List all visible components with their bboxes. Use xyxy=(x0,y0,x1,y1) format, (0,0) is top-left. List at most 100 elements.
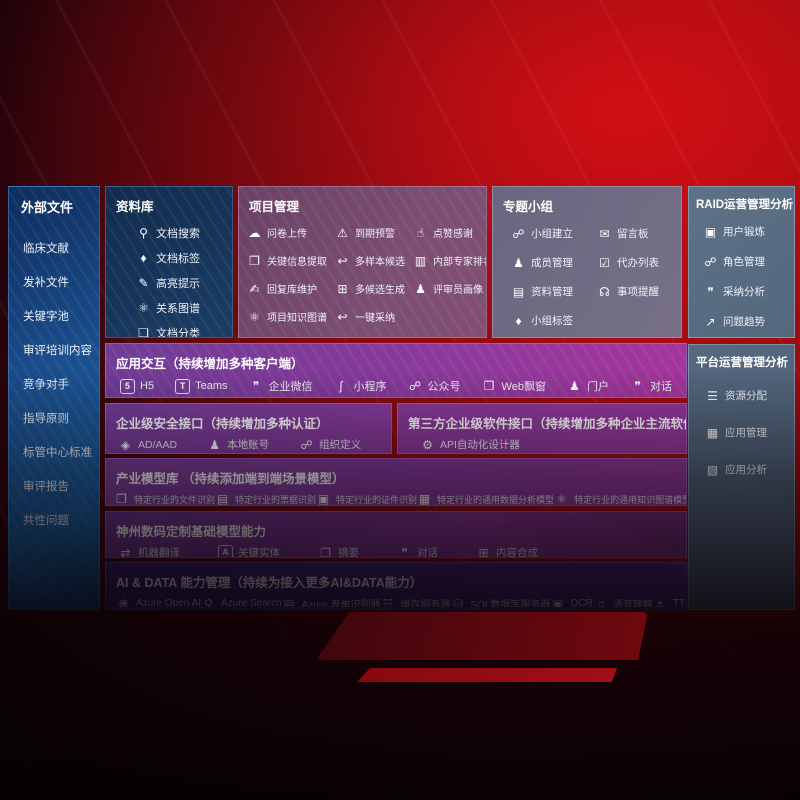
feature-label: 标管中心标准 xyxy=(23,447,92,459)
feature-label: 本地账号 xyxy=(227,439,270,451)
panel-raid-analysis: RAID运营管理分析 ▣ 用户锻炼 ☍ 角色管理 ❞ 采纳分析 ↗ 问题趋势 xyxy=(688,186,795,338)
feature-label: 特定行业的证件识别 xyxy=(336,494,418,505)
cloud-upload-icon: ☁ xyxy=(248,225,261,240)
feature-item: ◈ AD/AAD xyxy=(118,438,177,452)
feature-label: 小组标签 xyxy=(531,315,573,327)
feature-label: 特定行业的通用数据分析模型 xyxy=(437,494,555,505)
chat-qa-icon: ❞ xyxy=(707,284,714,299)
feature-label: 事项提醒 xyxy=(617,286,659,298)
panel-item-list: ☰ 资源分配 ▦ 应用管理 ▧ 应用分析 xyxy=(689,370,794,477)
album-icon: ▤ xyxy=(512,284,525,299)
api-gear-icon: ⚙ xyxy=(422,437,433,452)
feature-label: 门户 xyxy=(586,381,609,393)
panel-industry-models: 产业模型库 （持续添加端到端场景模型） ❐ 特定行业的文件识别 ▤ 特定行业的票据识别… xyxy=(105,458,687,506)
app-chart-icon: ▧ xyxy=(706,462,719,477)
panel-app-interaction: 应用交互（持续增加多种客户端） 5 H5 T Teams ❞ 企业微信 ∫ 小程序 ☍ 公众号 ❐ W… xyxy=(105,343,687,398)
feature-label: 特定行业的票据识别 xyxy=(235,494,317,505)
feature-label: 临床文献 xyxy=(23,243,69,255)
ranking-icon: ▥ xyxy=(414,253,427,268)
entity-shield-icon: A xyxy=(218,545,233,557)
feature-label: 内部专家排名 xyxy=(433,257,487,268)
feature-label: Web飘窗 xyxy=(501,381,546,393)
panel-repository: 资料库 ⚲ 文档搜索 ♦ 文档标签 ✎ 高亮提示 ⚛ 关系图谱 ❏ 文档分类 xyxy=(105,186,233,338)
feature-label: 机器翻译 xyxy=(138,547,180,558)
feature-item: ⚲ 文档搜索 xyxy=(136,225,232,241)
doc-copy-icon: ❏ xyxy=(138,326,149,338)
reply-arrow-icon: ↩ xyxy=(337,253,348,268)
knowledge-graph-icon: ⚛ xyxy=(138,301,149,315)
feature-label: Azure Search xyxy=(221,598,282,609)
azure-search-icon: ⚲ xyxy=(204,596,213,610)
feature-item: ☍ 角色管理 xyxy=(703,254,794,269)
feature-item: ⚛ 特定行业的通用知识图谱模型 xyxy=(554,492,687,505)
feature-label: 高亮提示 xyxy=(156,278,200,290)
feature-item: ↩ 多样本候选 xyxy=(335,253,413,269)
ad-diamond-icon: ◈ xyxy=(120,437,131,452)
people-icon: ☍ xyxy=(512,226,525,241)
feature-label: 评审员画像 xyxy=(433,285,483,296)
feature-item: 发补文件 xyxy=(23,274,99,290)
panel-base-models: 神州数码定制基础模型能力 ⇄ 机器翻译 A 关键实体 ❐ 摘要 ❞ 对话 ⊞ 内容合成 xyxy=(105,511,687,558)
feature-item: ⚠ 到期预警 xyxy=(335,225,413,241)
feature-item: ▤ 资料管理 xyxy=(511,284,597,299)
panel-title: 企业级安全接口（持续增加多种认证） xyxy=(116,417,329,431)
feature-item: ✎ 高亮提示 xyxy=(136,275,232,291)
panel-item-list: 临床文献 发补文件 关键字池 审评培训内容 竞争对手 指导原则 标管中心标准 审评报告 共性问题 xyxy=(9,216,99,528)
feature-item: ❞ 对话 xyxy=(630,378,672,394)
feature-item: ♦ 小组标签 xyxy=(511,313,597,328)
feature-label: 关系图谱 xyxy=(156,303,200,315)
trend-chart-icon: ↗ xyxy=(705,314,716,329)
feature-label: SQL数据库服务器 xyxy=(470,600,551,610)
highlight-pen-icon: ✎ xyxy=(138,276,149,290)
panel-item-list: ❋ Azure Open AI ⚲ Azure Search ▤ Azure 表单识别器 ☷… xyxy=(106,591,686,610)
cache-server-icon: ☷ xyxy=(382,596,394,610)
feature-label: 小组建立 xyxy=(531,228,573,240)
feature-item: ↩ 一键采纳 xyxy=(335,309,413,325)
doc-search-icon: ⚲ xyxy=(139,226,148,240)
tag-icon: ♦ xyxy=(515,313,522,328)
pen-write-icon: ✍ xyxy=(249,281,260,296)
feature-label: 特定行业的文件识别 xyxy=(134,494,216,505)
feature-label: 资料管理 xyxy=(531,286,573,298)
panel-title: 专题小组 xyxy=(503,200,554,214)
feature-item: ☝ 点赞感谢 xyxy=(413,225,486,241)
feature-item: ❞ 采纳分析 xyxy=(703,284,794,299)
feature-item: ✉ 留言板 xyxy=(597,226,681,241)
panel-item-list: ❐ 特定行业的文件识别 ▤ 特定行业的票据识别 ▣ 特定行业的证件识别 ▦ 特定行业的通用数据… xyxy=(106,487,687,505)
monitor-stand-neck xyxy=(316,612,648,660)
feature-item: ♦ 文档标签 xyxy=(136,250,232,266)
id-card-icon: ▣ xyxy=(704,224,717,239)
feature-label: 特定行业的通用知识图谱模型 xyxy=(574,494,687,505)
panel-title: 平台运营管理分析 xyxy=(696,357,788,369)
list-icon: ☰ xyxy=(707,388,718,403)
h5-icon: 5 xyxy=(120,378,135,394)
feature-item: ⚛ 关系图谱 xyxy=(136,300,232,316)
feature-item: ▤ 特定行业的票据识别 xyxy=(215,492,317,505)
feature-item: T Teams xyxy=(175,378,227,394)
panel-third-party-interface: 第三方企业级软件接口（持续增加多种企业主流软件接口） ⚙ API自动化设计器 xyxy=(397,403,687,454)
translate-icon: ⇄ xyxy=(120,545,131,558)
adopt-arrow-icon: ↩ xyxy=(337,309,348,324)
bell-icon: ☊ xyxy=(599,284,610,299)
monitor-stand-base xyxy=(357,668,617,682)
feature-item: ❞ 对话 xyxy=(397,545,438,558)
feature-label: 到期预警 xyxy=(355,229,395,240)
feature-item: ⊞ 内容合成 xyxy=(476,545,538,558)
feature-label: 用户锻炼 xyxy=(723,226,765,238)
person-add-icon: ♟ xyxy=(513,255,524,270)
feature-label: 文档分类 xyxy=(156,328,200,338)
app-grid-icon: ▦ xyxy=(706,425,719,440)
feature-label: 竞争对手 xyxy=(23,379,69,391)
feature-label: 关键信息提取 xyxy=(267,257,327,268)
feature-item: ⊞ 多候选生成 xyxy=(335,281,413,297)
feature-label: 应用分析 xyxy=(725,464,767,476)
feature-item: ⚛ 项目知识图谱 xyxy=(247,309,335,325)
feature-item: ☍ 公众号 xyxy=(408,378,461,394)
panel-item-list: ◈ AD/AAD ♟ 本地账号 ☍ 组织定义 xyxy=(106,432,391,452)
feature-item: ⛁ SQL数据库服务器 xyxy=(451,596,551,610)
panel-title: 外部文件 xyxy=(21,200,74,215)
feature-label: 留言板 xyxy=(617,228,649,240)
feature-item: 审评报告 xyxy=(23,478,99,494)
feature-label: 多样本候选 xyxy=(355,257,405,268)
